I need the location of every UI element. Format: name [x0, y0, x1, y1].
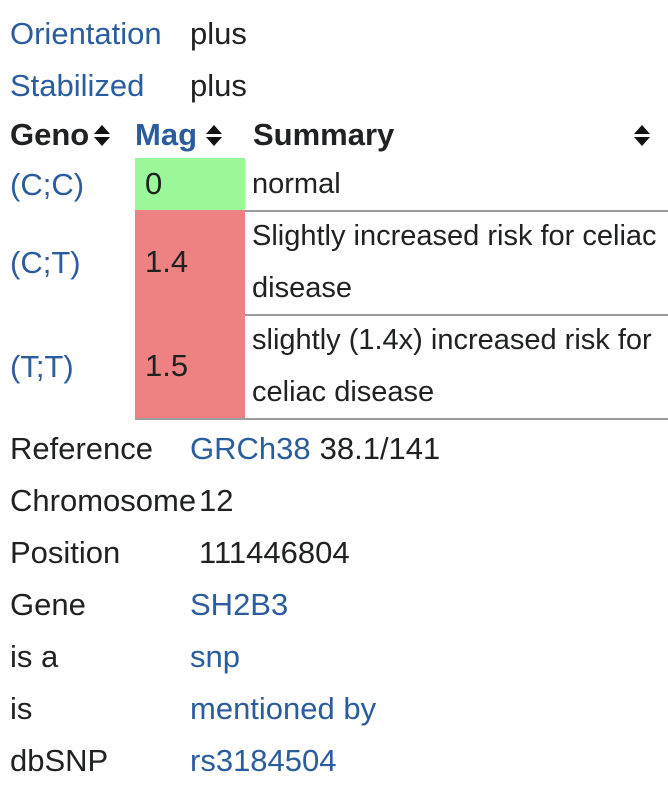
- sort-up-arrow: [94, 124, 110, 134]
- sort-icon[interactable]: [94, 124, 110, 146]
- reference-label: Reference: [10, 431, 154, 466]
- reference-row: Reference GRCh38 38.1/141: [0, 423, 668, 475]
- gene-row: Gene SH2B3: [0, 579, 668, 631]
- dbsnp-value: rs3184504: [190, 743, 337, 779]
- is-a-value: snp: [190, 639, 240, 675]
- position-label: Position: [10, 535, 121, 570]
- position-row: Position 111446804: [0, 527, 668, 579]
- summary-cell: Slightly increased risk for celiac disea…: [245, 210, 668, 316]
- summary-text: slightly (1.4x) increased risk for celia…: [252, 324, 652, 408]
- geno-cell: (C;C): [0, 158, 135, 212]
- grch38-link[interactable]: GRCh38: [190, 431, 311, 466]
- summary-cell: slightly (1.4x) increased risk for celia…: [245, 314, 668, 420]
- gene-value: SH2B3: [190, 587, 288, 623]
- chromosome-number: 12: [199, 483, 234, 518]
- geno-cell: (C;T): [0, 210, 135, 316]
- sort-down-arrow: [634, 136, 650, 146]
- position-value: 111446804: [190, 535, 350, 571]
- sort-down-arrow: [94, 136, 110, 146]
- genotype-row-cc: (C;C) 0 normal: [0, 158, 668, 212]
- stabilized-row: Stabilized plus: [0, 60, 668, 112]
- orientation-value: plus: [190, 16, 247, 51]
- mag-cell: 1.5: [135, 314, 245, 420]
- gene-label: Gene: [10, 587, 86, 622]
- genotype-table: Geno Mag Summary (C;C) 0 normal (C;: [0, 112, 668, 420]
- genotype-link-ct[interactable]: (C;T): [10, 245, 81, 280]
- geno-cell: (T;T): [0, 314, 135, 420]
- orientation-row: Orientation plus: [0, 8, 668, 60]
- position-number: 111446804: [199, 535, 350, 570]
- is-label: is: [10, 691, 33, 726]
- header-geno[interactable]: Geno: [0, 112, 135, 158]
- sort-down-arrow: [206, 136, 222, 146]
- genotype-row-ct: (C;T) 1.4 Slightly increased risk for ce…: [0, 210, 668, 316]
- genotype-link-cc[interactable]: (C;C): [10, 167, 85, 202]
- mag-cell: 1.4: [135, 210, 245, 316]
- orientation-link[interactable]: Orientation: [10, 16, 162, 51]
- dbsnp-row: dbSNP rs3184504: [0, 735, 668, 787]
- sort-up-arrow: [206, 124, 222, 134]
- header-summary-label: Summary: [253, 117, 395, 152]
- chromosome-row: Chromosome 12: [0, 475, 668, 527]
- header-mag-link[interactable]: Mag: [135, 117, 197, 152]
- is-value: mentioned by: [190, 691, 376, 727]
- chromosome-label: Chromosome: [10, 483, 197, 518]
- snp-link[interactable]: snp: [190, 639, 240, 674]
- stabilized-link[interactable]: Stabilized: [10, 68, 145, 103]
- reference-build-text: 38.1/141: [319, 431, 441, 466]
- sort-icon[interactable]: [206, 124, 222, 146]
- stabilized-value: plus: [190, 68, 247, 103]
- detail-rows: Reference GRCh38 38.1/141 Chromosome 12 P…: [0, 423, 668, 787]
- genotype-row-tt: (T;T) 1.5 slightly (1.4x) increased risk…: [0, 314, 668, 420]
- header-geno-label: Geno: [10, 117, 90, 152]
- is-row: is mentioned by: [0, 683, 668, 735]
- rsid-link[interactable]: rs3184504: [190, 743, 337, 778]
- genotype-link-tt[interactable]: (T;T): [10, 349, 74, 384]
- dbsnp-label: dbSNP: [10, 743, 109, 778]
- gene-link[interactable]: SH2B3: [190, 587, 289, 622]
- mentioned-by-link[interactable]: mentioned by: [190, 691, 377, 726]
- is-a-label: is a: [10, 639, 59, 674]
- summary-text: Slightly increased risk for celiac disea…: [252, 220, 657, 304]
- genotype-table-header: Geno Mag Summary: [0, 112, 668, 158]
- summary-cell: normal: [245, 158, 668, 212]
- sort-up-arrow: [634, 124, 650, 134]
- mag-cell: 0: [135, 158, 245, 212]
- reference-value: GRCh38 38.1/141: [190, 431, 440, 467]
- header-summary[interactable]: Summary: [245, 112, 668, 158]
- chromosome-value: 12: [190, 483, 233, 519]
- header-mag[interactable]: Mag: [135, 112, 245, 158]
- summary-text: normal: [252, 168, 341, 200]
- is-a-row: is a snp: [0, 631, 668, 683]
- sort-icon[interactable]: [634, 124, 650, 146]
